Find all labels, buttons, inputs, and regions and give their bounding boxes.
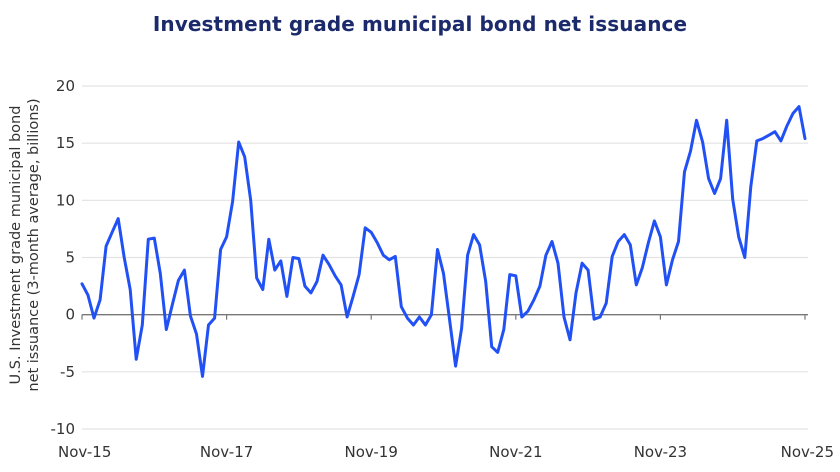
y-tick-label: 0 bbox=[65, 306, 75, 324]
x-tick-label: Nov-19 bbox=[345, 443, 398, 461]
y-tick-label: 15 bbox=[56, 134, 75, 152]
y-tick-label: 10 bbox=[56, 191, 75, 209]
y-tick-label: -10 bbox=[51, 420, 76, 438]
x-tick-labels: Nov-15 Nov-17 Nov-19 Nov-21 Nov-23 Nov-25 bbox=[58, 443, 834, 461]
series-line bbox=[80, 105, 807, 378]
y-tick-label: -5 bbox=[60, 363, 75, 381]
x-tick-label: Nov-17 bbox=[200, 443, 253, 461]
gridlines bbox=[81, 85, 808, 430]
y-tick-label: 20 bbox=[56, 77, 75, 95]
y-axis-label-line2: net issuance (3-month average, billions) bbox=[26, 98, 42, 391]
chart-title: Investment grade municipal bond net issu… bbox=[152, 12, 688, 36]
x-tick-label: Nov-15 bbox=[58, 443, 111, 461]
y-tick-label: 5 bbox=[65, 249, 75, 267]
x-tick-label: Nov-23 bbox=[634, 443, 687, 461]
y-tick-labels: -10 -5 0 5 10 15 20 bbox=[51, 77, 76, 438]
x-tick-label: Nov-21 bbox=[489, 443, 542, 461]
x-tick-label: Nov-25 bbox=[781, 443, 834, 461]
y-axis-label-line1: U.S. Investment grade municipal bond bbox=[8, 106, 24, 385]
